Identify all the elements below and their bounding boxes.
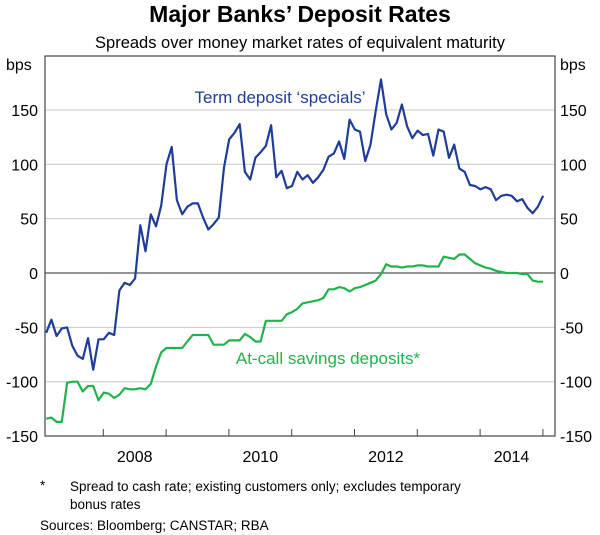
y-tick-label-right: 150: [560, 103, 587, 120]
x-tick-label: 2008: [117, 449, 153, 466]
footnote-line-2: bonus rates: [70, 497, 141, 512]
gridlines: [45, 109, 555, 383]
y-tick-label-left: 100: [11, 157, 38, 174]
footnote-marker: *: [40, 478, 46, 493]
y-tick-label-right: 50: [560, 212, 578, 229]
y-tick-label-right: -100: [560, 375, 592, 392]
y-tick-labels: -150 -150 -100 -100 -50 -50 0 0 50 50 100 100 150 150: [6, 103, 592, 446]
y-tick-label-right: -50: [560, 320, 583, 337]
chart-title: Major Banks’ Deposit Rates: [149, 1, 451, 27]
x-ticks: 2008 2010 2012 2014: [102, 429, 544, 466]
y-tick-label-left: 50: [20, 212, 38, 229]
chart-subtitle: Spreads over money market rates of equiv…: [95, 34, 506, 52]
y-tick-label-left: 150: [11, 103, 38, 120]
y-tick-label-left: 0: [29, 266, 38, 283]
plot-frame: [44, 55, 556, 437]
at-call-savings-line: [45, 253, 544, 423]
y-tick-label-right: 100: [560, 157, 587, 174]
sources-note: Sources: Bloomberg; CANSTAR; RBA: [40, 518, 269, 533]
y-axis-unit-right: bps: [560, 57, 586, 74]
x-tick-label: 2010: [243, 449, 279, 466]
y-tick-label-right: 0: [560, 266, 569, 283]
series-lines: [45, 78, 545, 423]
y-tick-label-left: -100: [6, 375, 38, 392]
x-tick-label: 2012: [368, 449, 404, 466]
series-label-at-call: At-call savings deposits*: [236, 349, 421, 368]
x-tick-label: 2014: [494, 449, 530, 466]
series-label-term-deposit: Term deposit ‘specials’: [194, 88, 365, 107]
y-tick-label-right: -150: [560, 429, 592, 446]
term-deposit-specials-line: [45, 78, 545, 371]
y-axis-unit-left: bps: [6, 57, 32, 74]
y-tick-label-left: -50: [15, 320, 38, 337]
y-tick-label-left: -150: [6, 429, 38, 446]
footnote-line-1: Spread to cash rate; existing customers …: [70, 479, 461, 494]
